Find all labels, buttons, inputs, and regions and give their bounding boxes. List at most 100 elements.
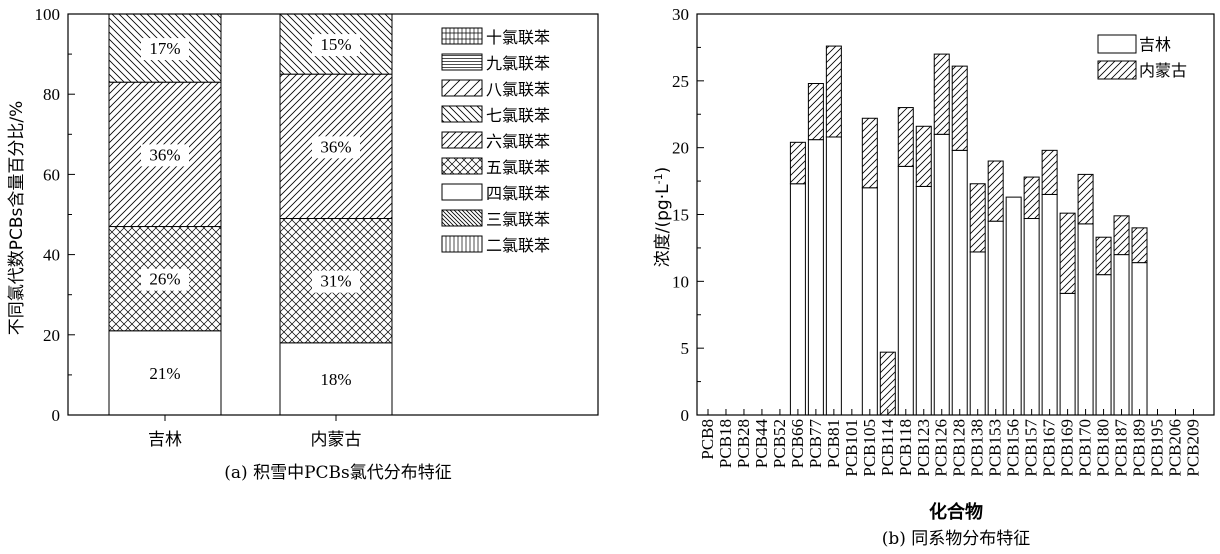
chart-b-ylabel: 浓度/(pg·L-1) — [652, 167, 674, 267]
bar-PCB118-1 — [897, 107, 914, 167]
data-label-0-1: 26% — [149, 270, 180, 289]
x-tick-label-12: PCB123 — [914, 419, 933, 477]
bar-PCB128-1 — [951, 65, 968, 151]
legend-swatch-5 — [441, 157, 483, 175]
bar-PCB169-1 — [1059, 212, 1076, 294]
x-tick-label-2: PCB28 — [734, 419, 753, 468]
x-tick-label-24: PCB189 — [1130, 419, 1149, 477]
y-tick-label-1: 20 — [43, 326, 60, 345]
legend-swatch-3 — [441, 105, 483, 123]
legend-swatch-8 — [441, 235, 483, 253]
x-tick-label-0: PCB8 — [698, 419, 717, 460]
x-tick-label-21: PCB170 — [1076, 419, 1095, 477]
bar-PCB187-1 — [1113, 215, 1130, 256]
y-tick-label-2: 10 — [672, 272, 689, 291]
bar-PCB105-0 — [861, 187, 878, 416]
data-label-0-3: 17% — [149, 39, 180, 58]
legend-label-1: 九氯联苯 — [486, 54, 550, 73]
data-label-1-3: 15% — [320, 35, 351, 54]
legend-swatch-6 — [441, 183, 483, 201]
label-bg-1-0 — [312, 368, 360, 391]
bar-PCB118-0 — [897, 165, 914, 416]
y-tick-label-4: 80 — [43, 85, 60, 104]
legend-swatch-0 — [441, 27, 483, 45]
x-tick-label-11: PCB118 — [896, 419, 915, 476]
chart-a-axes: 吉林 内蒙古 0 20 40 60 80 100 — [35, 5, 599, 450]
bar-PCB81-1 — [825, 45, 842, 138]
legend-label-8: 二氯联苯 — [486, 236, 550, 255]
bar-PCB180-0 — [1095, 274, 1112, 416]
x-tick-label-23: PCB187 — [1112, 419, 1131, 477]
legend-label-0: 吉林 — [1139, 35, 1171, 54]
chart-a-bars: 21% 26% 36% 17% 18% 31% 36% 15% — [108, 13, 393, 416]
bar-PCB189-0 — [1131, 262, 1148, 416]
legend-label-2: 八氯联苯 — [486, 80, 550, 99]
legend-label-4: 六氯联苯 — [486, 132, 550, 151]
x-tick-label-27: PCB209 — [1183, 419, 1202, 477]
x-tick-label-10: PCB114 — [878, 419, 897, 477]
label-bg-0-2 — [141, 144, 189, 167]
bar-PCB167-0 — [1041, 193, 1058, 416]
x-tick-label-16: PCB153 — [986, 419, 1005, 477]
bar-PCB66-1 — [789, 141, 806, 185]
chart-b-axes: PCB8PCB18PCB28PCB44PCB52PCB66PCB77PCB81P… — [672, 5, 1215, 477]
y-tick-label-4: 20 — [672, 139, 689, 158]
bar-0-1 — [108, 226, 222, 332]
bar-PCB156-0 — [1005, 196, 1022, 416]
bar-PCB189-1 — [1131, 227, 1148, 264]
legend-label-1: 内蒙古 — [1139, 61, 1187, 80]
y-tick-label-5: 100 — [35, 5, 61, 24]
label-bg-1-3 — [312, 34, 360, 57]
bar-PCB123-1 — [915, 125, 932, 187]
legend-swatch-1 — [441, 53, 483, 71]
data-label-1-2: 36% — [320, 137, 351, 156]
data-label-1-0: 18% — [320, 370, 351, 389]
bar-PCB167-1 — [1041, 149, 1058, 195]
x-tick-label-26: PCB206 — [1165, 419, 1184, 477]
legend-label-5: 五氯联苯 — [486, 158, 550, 177]
bar-PCB169-0 — [1059, 292, 1076, 416]
x-tick-label-3: PCB44 — [752, 419, 771, 469]
legend-swatch-4 — [441, 131, 483, 149]
x-tick-label-6: PCB77 — [806, 419, 825, 469]
x-tick-label-4: PCB52 — [770, 419, 789, 468]
bar-PCB157-0 — [1023, 218, 1040, 416]
bar-PCB66-0 — [789, 183, 806, 416]
x-tick-label-20: PCB169 — [1058, 419, 1077, 477]
label-bg-0-3 — [141, 38, 189, 61]
bar-PCB153-0 — [987, 220, 1004, 416]
bar-PCB114-1 — [879, 351, 896, 416]
x-tick-label-1: 内蒙古 — [311, 430, 362, 450]
x-tick-label-14: PCB128 — [950, 419, 969, 477]
legend-swatch-2 — [441, 79, 483, 97]
legend-label-0: 十氯联苯 — [486, 28, 550, 47]
legend-label-7: 三氯联苯 — [486, 210, 550, 229]
bar-PCB180-1 — [1095, 236, 1112, 276]
legend-label-6: 四氯联苯 — [486, 184, 550, 203]
chart-a-caption: (a) 积雪中PCBs氯代分布特征 — [224, 463, 451, 483]
x-tick-label-17: PCB156 — [1004, 419, 1023, 477]
x-tick-label-13: PCB126 — [932, 419, 951, 477]
bar-PCB123-0 — [915, 185, 932, 416]
legend-swatch-0 — [1097, 34, 1137, 54]
label-bg-0-0 — [141, 362, 189, 385]
data-label-0-0: 21% — [149, 364, 180, 383]
legend-swatch-1 — [1097, 60, 1137, 80]
bar-PCB128-0 — [951, 149, 968, 416]
x-tick-label-5: PCB66 — [788, 419, 807, 468]
bar-PCB126-0 — [933, 133, 950, 416]
x-tick-label-1: PCB18 — [716, 419, 735, 468]
bar-PCB170-0 — [1077, 223, 1094, 416]
y-tick-label-0: 0 — [681, 406, 690, 425]
x-tick-label-15: PCB138 — [968, 419, 987, 477]
x-tick-label-18: PCB157 — [1022, 419, 1041, 477]
bar-PCB138-0 — [969, 251, 986, 416]
data-label-0-2: 36% — [149, 145, 180, 164]
y-tick-label-3: 15 — [672, 206, 689, 225]
bar-PCB170-1 — [1077, 173, 1094, 225]
bar-PCB187-0 — [1113, 254, 1130, 416]
x-tick-label-19: PCB167 — [1040, 419, 1059, 477]
y-tick-label-5: 25 — [672, 72, 689, 91]
